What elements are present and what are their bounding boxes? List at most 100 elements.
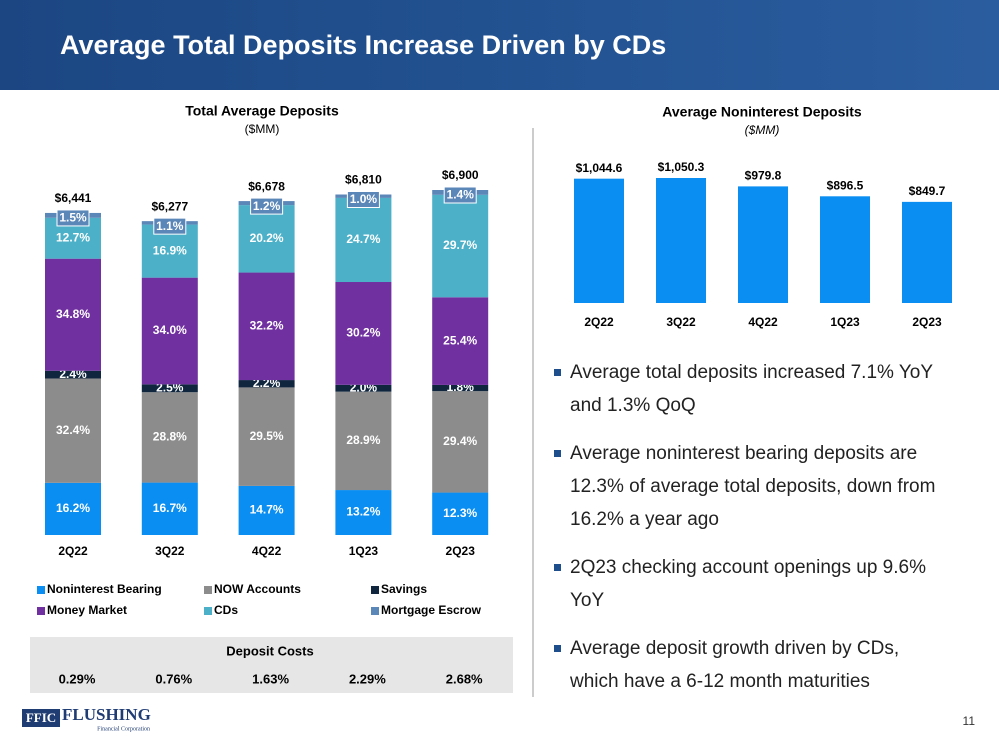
- bar-segment: [45, 378, 101, 483]
- bar-segment: [238, 205, 295, 273]
- x-tick-label: 2Q23: [446, 544, 476, 558]
- segment-label: 1.0%: [350, 192, 378, 206]
- deposit-cost: 1.63%: [252, 671, 289, 686]
- segment-label-box: [250, 197, 284, 215]
- deposit-cost: 2.68%: [446, 671, 483, 686]
- segment-label: 34.8%: [56, 307, 90, 321]
- segment-label: 29.5%: [250, 429, 284, 443]
- deposit-cost: 0.29%: [59, 671, 96, 686]
- segment-label: 16.9%: [153, 243, 187, 257]
- x-tick-label: 3Q22: [155, 544, 185, 558]
- legend-swatch: [371, 586, 379, 594]
- x-tick-label: 4Q22: [252, 544, 282, 558]
- segment-label: 30.2%: [346, 326, 380, 340]
- segment-label: 28.8%: [153, 430, 187, 444]
- x-tick-label: 2Q23: [912, 315, 942, 329]
- segment-label: 12.7%: [56, 230, 90, 244]
- header-band: [0, 0, 999, 90]
- bar-segment: [141, 384, 198, 393]
- segment-label: 14.7%: [250, 503, 284, 517]
- bar: [902, 201, 952, 303]
- bar: [738, 186, 788, 303]
- segment-label: 16.7%: [153, 501, 187, 515]
- legend-label: Noninterest Bearing: [47, 582, 162, 596]
- bar-segment: [238, 485, 295, 535]
- x-tick-label: 2Q22: [58, 544, 88, 558]
- bar-segment: [141, 277, 198, 385]
- bar-segment: [335, 384, 392, 392]
- bar-segment: [141, 482, 198, 535]
- segment-label: 1.5%: [59, 211, 87, 225]
- total-label: $6,900: [442, 168, 479, 182]
- segment-label-box: [153, 217, 187, 235]
- segment-label: 29.4%: [443, 434, 477, 448]
- total-label: $6,810: [345, 173, 382, 187]
- bar-segment: [432, 194, 489, 298]
- bar-segment: [335, 282, 392, 385]
- legend-label: NOW Accounts: [214, 582, 301, 596]
- slide-title: Average Total Deposits Increase Driven b…: [60, 30, 666, 60]
- segment-label: 32.4%: [56, 423, 90, 437]
- legend-label: Mortgage Escrow: [381, 603, 482, 617]
- bar-segment: [432, 391, 489, 493]
- segment-label: 34.0%: [153, 323, 187, 337]
- x-tick-label: 2Q22: [584, 315, 614, 329]
- x-tick-label: 3Q22: [666, 315, 696, 329]
- total-label: $6,277: [151, 199, 188, 213]
- segment-label: 1.2%: [253, 199, 281, 213]
- segment-label-box: [443, 186, 477, 204]
- x-tick-label: 1Q23: [349, 544, 379, 558]
- value-label: $1,044.6: [576, 161, 623, 175]
- segment-label: 13.2%: [346, 505, 380, 519]
- logo-name: FLUSHING: [62, 705, 151, 724]
- chart-subtitle: ($MM): [745, 123, 780, 137]
- segment-label: 16.2%: [56, 501, 90, 515]
- bar-segment: [432, 297, 489, 385]
- bar-segment: [141, 392, 198, 483]
- segment-label-box: [346, 191, 380, 208]
- logo-sub: Financial Corporation: [97, 726, 150, 732]
- segment-label: 29.7%: [443, 238, 477, 252]
- chart-title: Average Noninterest Deposits: [662, 104, 862, 120]
- deposit-cost: 0.76%: [155, 671, 192, 686]
- legend-label: Money Market: [47, 603, 127, 617]
- bar-segment: [238, 272, 295, 381]
- x-tick-label: 4Q22: [748, 315, 778, 329]
- bullet: Average total deposits increased 7.1% Yo…: [552, 356, 952, 422]
- segment-label: 25.4%: [443, 333, 477, 347]
- bar: [656, 178, 706, 303]
- segment-label: 24.7%: [346, 232, 380, 246]
- legend-swatch: [37, 586, 45, 594]
- bar-segment: [45, 370, 101, 379]
- logo-box-text: FFIC: [26, 710, 56, 725]
- deposit-costs-box: [30, 637, 513, 693]
- legend-swatch: [371, 607, 379, 615]
- value-label: $1,050.3: [658, 160, 705, 174]
- bullet: 2Q23 checking account openings up 9.6% Y…: [552, 551, 952, 617]
- logo-box: [22, 709, 60, 727]
- deposit-cost: 2.29%: [349, 671, 386, 686]
- bar-segment: [335, 490, 392, 535]
- segment-label: 20.2%: [250, 231, 284, 245]
- legend-label: CDs: [214, 603, 238, 617]
- legend-swatch: [204, 607, 212, 615]
- segment-label: 1.4%: [447, 188, 475, 202]
- bar-segment: [432, 384, 489, 392]
- page-number: 11: [963, 714, 976, 728]
- segment-label: 32.2%: [250, 318, 284, 332]
- bar-segment: [45, 258, 101, 371]
- segment-label-box: [56, 209, 90, 227]
- chart-subtitle: ($MM): [245, 122, 280, 136]
- value-label: $849.7: [909, 184, 946, 198]
- x-tick-label: 1Q23: [830, 315, 860, 329]
- segment-label: 12.3%: [443, 506, 477, 520]
- legend-swatch: [37, 607, 45, 615]
- bar: [574, 178, 624, 303]
- value-label: $979.8: [745, 169, 782, 183]
- bar-segment: [45, 482, 101, 535]
- bar: [820, 196, 870, 303]
- bar-segment: [335, 197, 392, 283]
- deposit-costs-title: Deposit Costs: [226, 643, 313, 658]
